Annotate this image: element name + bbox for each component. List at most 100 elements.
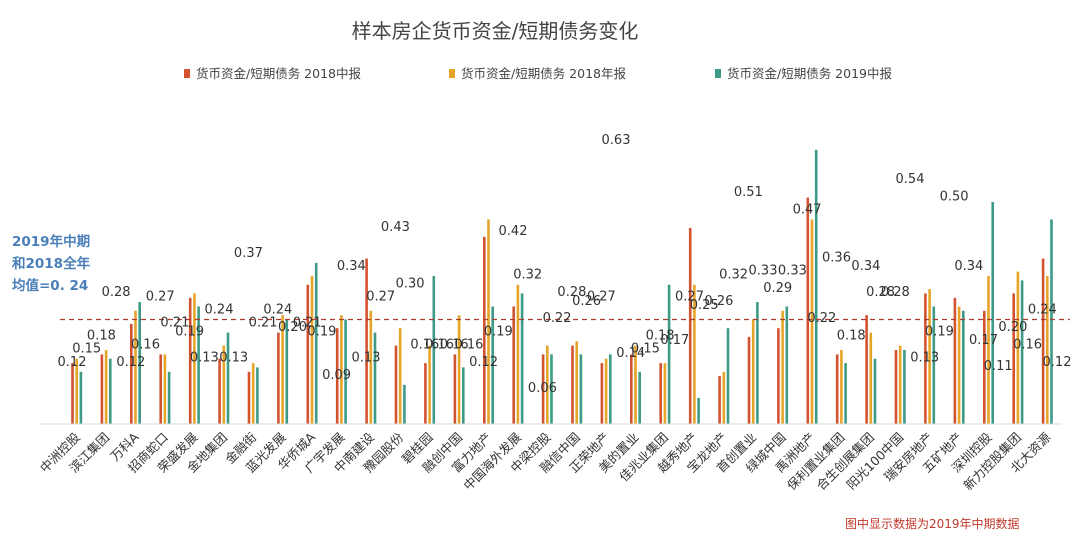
- data-label: 0.27: [366, 290, 395, 305]
- bar-2018-mid: [659, 363, 662, 424]
- bar-2018-mid: [747, 336, 751, 424]
- bar-2018-mid: [600, 363, 604, 424]
- data-label: 0.16: [425, 337, 454, 352]
- bar-2018-mid: [571, 345, 574, 424]
- data-label: 0.14: [616, 346, 645, 361]
- bar-2019-mid: [1020, 280, 1024, 424]
- bar-2018-annual: [104, 350, 108, 424]
- bar-2019-mid: [579, 354, 583, 424]
- bar-2018-annual: [663, 363, 667, 424]
- bar-2018-mid: [306, 284, 310, 424]
- data-label: 0.15: [631, 342, 660, 357]
- data-label: 0.50: [940, 189, 969, 204]
- bar-2019-mid: [226, 332, 230, 424]
- data-label: 0.63: [602, 133, 631, 148]
- bar-2018-mid: [894, 350, 898, 424]
- data-label: 0.06: [528, 381, 557, 396]
- bar-2018-annual: [487, 219, 490, 424]
- bar-2019-mid: [314, 262, 318, 424]
- bar-2019-mid: [197, 306, 200, 424]
- bar-2018-annual: [987, 276, 990, 424]
- bar-2018-mid: [983, 310, 986, 424]
- data-label: 0.19: [484, 324, 513, 339]
- bar-2018-annual: [428, 345, 431, 424]
- data-label: 0.34: [954, 259, 983, 274]
- data-label: 0.17: [969, 333, 998, 348]
- bar-2019-mid: [79, 371, 83, 424]
- bar-2018-annual: [398, 328, 402, 424]
- data-label: 0.51: [734, 185, 763, 200]
- bar-2018-annual: [281, 315, 284, 424]
- data-label: 0.12: [1043, 355, 1072, 370]
- data-label: 0.29: [763, 281, 792, 296]
- data-label: 0.13: [190, 350, 219, 365]
- bar-2018-mid: [483, 236, 486, 424]
- bar-2018-mid: [100, 354, 104, 424]
- data-label: 0.27: [587, 290, 616, 305]
- bar-2018-mid: [188, 297, 192, 424]
- bar-2019-mid: [667, 284, 671, 424]
- data-label: 0.26: [704, 294, 733, 309]
- bar-2018-annual: [193, 293, 196, 424]
- annotation-line-3: 均值=0. 24: [12, 277, 88, 294]
- bar-2018-mid: [777, 328, 780, 424]
- bar-2018-annual: [134, 310, 137, 424]
- bar-2019-mid: [373, 332, 377, 424]
- bar-2019-mid: [520, 293, 524, 424]
- bar-2019-mid: [873, 358, 877, 424]
- bar-2018-mid: [453, 354, 457, 424]
- legend: 货币资金/短期债务 2018中报 货币资金/短期债务 2018年报 货币资金/短…: [184, 66, 892, 81]
- data-label: 0.24: [1028, 303, 1057, 318]
- bar-2018-annual: [634, 345, 637, 424]
- bar-2018-annual: [898, 345, 902, 424]
- data-label: 0.32: [719, 268, 748, 283]
- bar-2019-mid: [991, 202, 994, 424]
- data-label: 0.19: [175, 324, 204, 339]
- data-label: 0.28: [881, 285, 910, 300]
- data-label: 0.47: [793, 202, 822, 217]
- bar-2019-mid: [785, 306, 789, 424]
- bar-2018-mid: [130, 323, 133, 424]
- bar-2019-mid: [697, 397, 700, 424]
- data-label: 0.20: [278, 320, 307, 335]
- bar-2019-mid: [1050, 219, 1053, 424]
- bar-2018-annual: [869, 332, 873, 424]
- bar-2018-annual: [1046, 276, 1049, 424]
- data-label: 0.36: [822, 250, 851, 265]
- data-label: 0.26: [572, 294, 601, 309]
- annotation-line-2: 和2018全年: [12, 255, 91, 272]
- bar-2019-mid: [844, 363, 847, 424]
- data-label: 0.33: [749, 263, 778, 278]
- category-labels-group: 中洲控股滨江集团万科A招商蛇口荣盛发展金地集团金融街蓝光发展华侨城A广宇发展中南…: [37, 429, 1054, 493]
- bar-2019-mid: [491, 306, 494, 424]
- data-label: 0.30: [396, 276, 425, 291]
- data-label: 0.17: [660, 333, 689, 348]
- bar-2018-mid: [630, 354, 633, 424]
- data-label: 0.11: [984, 359, 1013, 374]
- data-label: 0.22: [807, 311, 836, 326]
- bar-2019-mid: [814, 149, 818, 425]
- bar-2018-annual: [751, 319, 755, 424]
- bar-2018-mid: [247, 371, 251, 424]
- bars-group: [71, 149, 1053, 425]
- data-label: 0.22: [543, 311, 572, 326]
- data-label: 0.13: [352, 350, 381, 365]
- bar-2018-annual: [722, 371, 726, 424]
- bar-2019-mid: [903, 350, 906, 424]
- data-label: 0.15: [72, 342, 101, 357]
- bar-2018-annual: [928, 289, 931, 424]
- data-label: 0.16: [131, 337, 160, 352]
- bar-2018-mid: [394, 345, 398, 424]
- legend-2018-annual: 货币资金/短期债务 2018年报: [461, 66, 626, 81]
- bar-2018-annual: [810, 219, 814, 424]
- bar-2019-mid: [726, 328, 730, 424]
- bar-2018-annual: [310, 276, 314, 424]
- bar-2018-mid: [924, 293, 927, 424]
- bar-2019-mid: [109, 358, 112, 424]
- data-label: 0.16: [410, 337, 439, 352]
- bar-2018-annual: [222, 345, 226, 424]
- data-label: 0.20: [998, 320, 1027, 335]
- data-label: 0.21: [293, 316, 322, 331]
- legend-2019-mid: 货币资金/短期债务 2019中报: [727, 66, 892, 81]
